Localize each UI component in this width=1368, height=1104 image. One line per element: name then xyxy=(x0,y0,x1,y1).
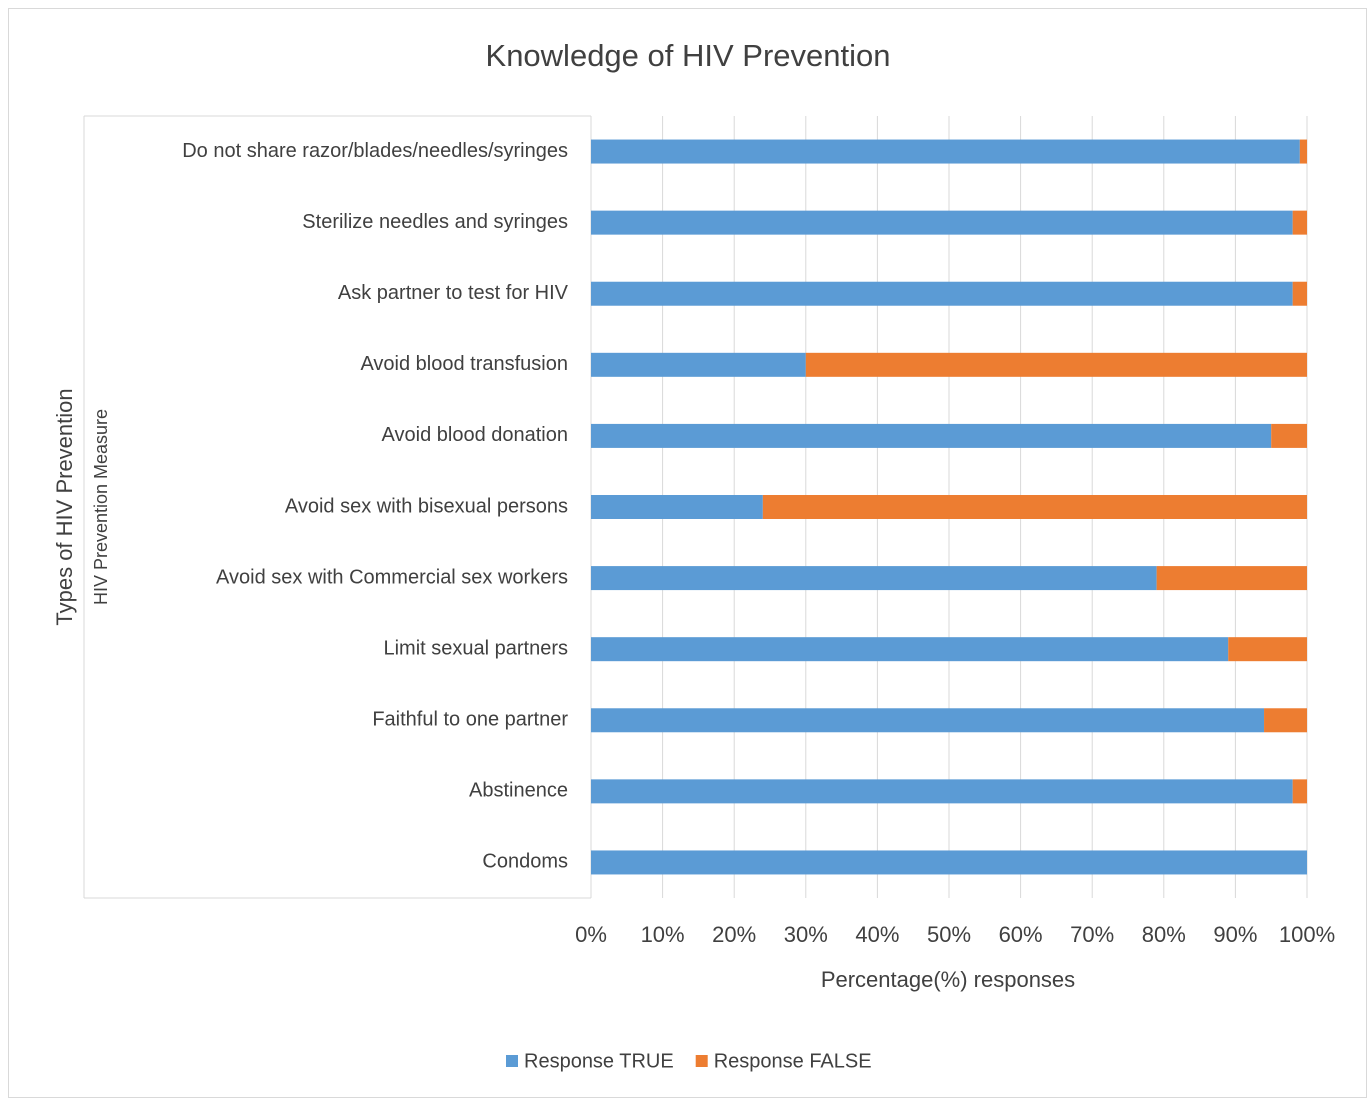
y-tick-label: Sterilize needles and syringes xyxy=(302,211,568,233)
bar-segment xyxy=(591,850,1307,875)
bar-segment xyxy=(1292,281,1307,306)
chart-border xyxy=(8,8,1367,1098)
bar-segment xyxy=(591,637,1229,662)
y-tick-label: Abstinence xyxy=(469,780,568,802)
bar-segment xyxy=(1299,139,1307,164)
bar-segment xyxy=(591,495,763,519)
y-tick-label: Avoid blood donation xyxy=(382,424,568,446)
x-axis-title: Percentage(%) responses xyxy=(821,967,1075,992)
y-tick-label: Condoms xyxy=(482,851,568,873)
bar-segment xyxy=(1292,210,1307,235)
x-tick-label: 100% xyxy=(1279,922,1335,947)
x-tick-label: 20% xyxy=(712,922,756,947)
bar-segment xyxy=(591,139,1300,164)
bar-segment xyxy=(591,210,1293,235)
bar-segment xyxy=(591,708,1265,733)
y-tick-label: Avoid sex with bisexual persons xyxy=(285,495,568,517)
y-tick-label: Do not share razor/blades/needles/syring… xyxy=(182,140,568,162)
y-axis-title: Types of HIV Prevention xyxy=(52,388,77,625)
legend-swatch xyxy=(506,1055,518,1067)
legend-label: Response FALSE xyxy=(714,1050,872,1072)
x-tick-label: 40% xyxy=(855,922,899,947)
bar-segment xyxy=(1156,566,1307,591)
x-tick-label: 60% xyxy=(999,922,1043,947)
x-tick-label: 0% xyxy=(575,922,607,947)
bar-segment xyxy=(591,423,1272,448)
legend-label: Response TRUE xyxy=(524,1050,674,1072)
x-tick-label: 50% xyxy=(927,922,971,947)
bar-segment xyxy=(591,566,1157,591)
x-tick-label: 30% xyxy=(784,922,828,947)
bar-segment xyxy=(1271,423,1307,448)
bar-segment xyxy=(1228,637,1307,662)
x-tick-label: 80% xyxy=(1142,922,1186,947)
x-tick-label: 10% xyxy=(641,922,685,947)
legend-swatch xyxy=(695,1055,708,1067)
y-tick-label: Avoid sex with Commercial sex workers xyxy=(216,566,568,588)
chart-title: Knowledge of HIV Prevention xyxy=(486,38,891,73)
y-tick-label: Ask partner to test for HIV xyxy=(338,282,569,304)
bar-segment xyxy=(1264,708,1307,733)
bar-segment xyxy=(805,352,1307,377)
bar-segment xyxy=(591,281,1293,306)
bar-segment xyxy=(591,779,1293,804)
y-tick-label: Faithful to one partner xyxy=(372,709,568,731)
x-tick-label: 70% xyxy=(1070,922,1114,947)
bar-segment xyxy=(591,352,806,377)
y-tick-label: Limit sexual partners xyxy=(383,637,568,659)
bar-segment xyxy=(762,495,1307,519)
y-axis-subtitle: HIV Prevention Measure xyxy=(91,409,111,605)
x-tick-label: 90% xyxy=(1213,922,1257,947)
y-tick-label: Avoid blood transfusion xyxy=(360,353,568,375)
bar-segment xyxy=(1292,779,1307,804)
